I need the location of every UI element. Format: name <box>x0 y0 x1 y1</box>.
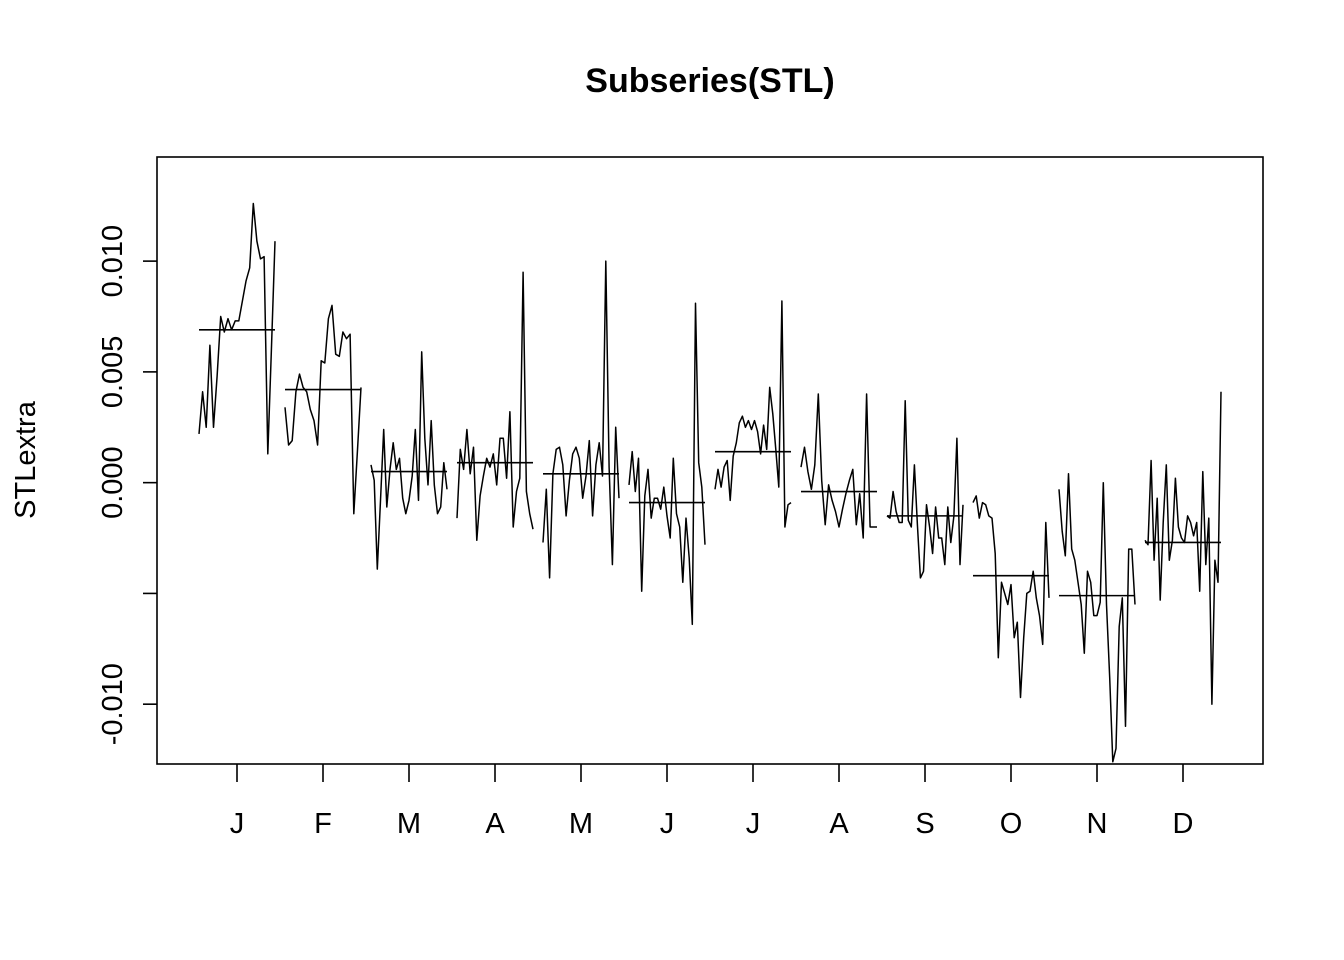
x-tick-label: M <box>569 808 593 840</box>
y-tick-label: 0.005 <box>97 336 129 409</box>
subseries-line <box>800 393 877 539</box>
subseries-line <box>1144 391 1222 705</box>
subseries-line <box>198 202 276 455</box>
subseries-mean-lines <box>199 328 1221 597</box>
subseries-line <box>714 300 792 528</box>
y-tick-label: -0.010 <box>97 663 129 745</box>
plot-frame <box>156 156 1264 765</box>
subseries-line <box>886 399 964 579</box>
subseries-lines <box>198 202 1222 763</box>
y-tick-label: 0.010 <box>97 225 129 298</box>
chart-title: Subseries(STL) <box>585 62 834 100</box>
x-tick-label: D <box>1173 808 1194 840</box>
subseries-line <box>972 495 1050 699</box>
x-tick-label: M <box>397 808 421 840</box>
subseries-line <box>1058 473 1136 763</box>
x-tick-label: J <box>660 808 675 840</box>
x-tick-label: N <box>1087 808 1108 840</box>
x-tick-label: F <box>314 808 332 840</box>
x-tick-label: A <box>829 808 849 840</box>
subseries-line <box>370 351 448 570</box>
x-tick-label: S <box>915 808 934 840</box>
subseries-line <box>542 260 620 579</box>
y-axis-label: STLextra <box>10 400 42 519</box>
x-tick-label: A <box>485 808 505 840</box>
subseries-line <box>456 271 534 542</box>
y-axis: -0.010 0.000 0.005 0.010 <box>97 225 157 745</box>
subseries-line <box>628 302 706 626</box>
y-tick-label: 0.000 <box>97 446 129 519</box>
x-tick-label: J <box>746 808 761 840</box>
x-tick-label: O <box>1000 808 1023 840</box>
x-tick-label: J <box>230 808 245 840</box>
subseries-line <box>284 304 362 515</box>
